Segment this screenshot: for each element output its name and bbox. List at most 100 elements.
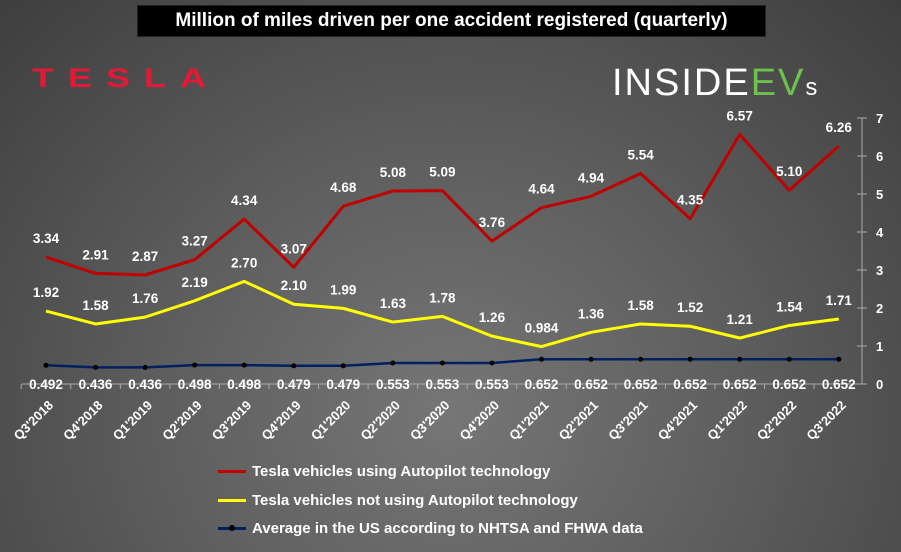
data-point xyxy=(588,356,594,362)
legend-swatch-blue xyxy=(218,524,246,531)
y-tick-label: 4 xyxy=(876,225,884,240)
data-label: 1.21 xyxy=(727,312,754,327)
data-label: 1.58 xyxy=(82,298,109,313)
data-point xyxy=(489,360,495,366)
data-label: 1.26 xyxy=(479,310,506,325)
data-label: 1.92 xyxy=(33,285,59,300)
x-tick-label: Q2'2019 xyxy=(159,398,205,444)
y-tick-label: 3 xyxy=(876,263,883,278)
x-tick-label: Q4'2020 xyxy=(457,398,503,444)
data-point xyxy=(439,360,445,366)
data-label: 5.09 xyxy=(429,165,455,180)
data-label: 1.58 xyxy=(627,298,654,313)
x-tick-label: Q1'2022 xyxy=(704,398,750,444)
x-tick-label: Q4'2018 xyxy=(60,398,106,444)
data-label: 5.10 xyxy=(776,164,802,179)
data-label: 2.87 xyxy=(132,249,158,264)
data-label: 4.64 xyxy=(528,182,555,197)
data-label: 0.479 xyxy=(326,377,360,392)
x-tick-label: Q2'2021 xyxy=(556,398,602,444)
y-tick-label: 7 xyxy=(876,111,883,126)
data-label: 1.78 xyxy=(429,290,456,305)
data-point xyxy=(340,363,346,369)
data-point xyxy=(737,356,743,362)
y-tick-label: 0 xyxy=(876,377,883,392)
data-label: 1.54 xyxy=(776,299,803,314)
y-tick-label: 6 xyxy=(876,149,883,164)
data-label: 0.652 xyxy=(525,377,559,392)
data-label: 4.34 xyxy=(231,193,258,208)
data-point xyxy=(93,364,99,370)
data-label: 0.553 xyxy=(475,377,509,392)
y-tick-label: 2 xyxy=(876,301,883,316)
data-point xyxy=(687,356,693,362)
data-label: 1.63 xyxy=(380,296,407,311)
data-label: 0.652 xyxy=(822,377,856,392)
legend-label: Tesla vehicles using Autopilot technolog… xyxy=(252,462,551,480)
x-tick-label: Q3'2020 xyxy=(407,398,453,444)
data-label: 0.652 xyxy=(673,377,707,392)
x-tick-label: Q4'2019 xyxy=(258,398,304,444)
data-label: 0.436 xyxy=(79,377,113,392)
data-label: 2.91 xyxy=(82,247,109,262)
series-line-0 xyxy=(45,132,840,277)
data-label: 2.70 xyxy=(231,255,257,270)
data-label: 4.35 xyxy=(677,193,704,208)
data-label: 0.652 xyxy=(772,377,806,392)
legend-swatch-red xyxy=(218,469,246,473)
data-label: 0.498 xyxy=(178,377,212,392)
data-label: 1.71 xyxy=(826,293,853,308)
data-point xyxy=(291,363,297,369)
data-label: 1.36 xyxy=(578,306,605,321)
data-label: 3.07 xyxy=(281,241,307,256)
data-label: 3.76 xyxy=(479,215,506,230)
data-label: 5.08 xyxy=(380,165,407,180)
data-label: 2.10 xyxy=(281,278,307,293)
data-label: 0.553 xyxy=(426,377,460,392)
legend-item-autopilot: Tesla vehicles using Autopilot technolog… xyxy=(218,461,550,481)
legend-label: Average in the US according to NHTSA and… xyxy=(252,519,643,537)
data-point xyxy=(539,356,544,362)
data-label: 0.553 xyxy=(376,377,410,392)
data-point xyxy=(390,360,396,366)
insideevs-logo: INSIDEEVs xyxy=(612,62,820,104)
x-tick-label: Q3'2021 xyxy=(605,398,651,444)
data-point xyxy=(142,364,148,370)
data-label: 0.984 xyxy=(525,321,559,336)
x-tick-label: Q1'2021 xyxy=(506,398,552,444)
data-label: 0.652 xyxy=(723,377,757,392)
data-label: 0.479 xyxy=(277,377,311,392)
x-tick-label: Q1'2020 xyxy=(308,398,354,444)
data-label: 0.492 xyxy=(29,377,63,392)
data-label: 1.52 xyxy=(677,300,703,315)
x-tick-label: Q1'2019 xyxy=(110,398,156,444)
chart-title: Million of miles driven per one accident… xyxy=(138,6,765,36)
data-label: 1.99 xyxy=(330,282,356,297)
x-tick-label: Q2'2020 xyxy=(357,398,403,444)
data-label: 3.27 xyxy=(182,234,208,249)
x-tick-label: Q4'2021 xyxy=(655,398,701,444)
data-label: 0.652 xyxy=(624,377,658,392)
y-tick-label: 1 xyxy=(876,339,883,354)
data-label: 0.498 xyxy=(227,377,261,392)
legend-item-us-average: Average in the US according to NHTSA and… xyxy=(218,518,643,538)
data-label: 1.76 xyxy=(132,291,159,306)
data-label: 4.68 xyxy=(330,180,357,195)
data-label: 3.34 xyxy=(33,231,60,246)
data-point xyxy=(836,356,842,362)
x-tick-label: Q3'2022 xyxy=(803,398,849,444)
data-point xyxy=(43,362,49,368)
x-tick-label: Q2'2022 xyxy=(754,398,800,444)
x-tick-label: Q3'2018 xyxy=(11,398,57,444)
data-label: 6.26 xyxy=(826,120,853,135)
legend-label: Tesla vehicles not using Autopilot techn… xyxy=(252,491,578,509)
data-point xyxy=(786,356,792,362)
data-label: 6.57 xyxy=(727,108,753,123)
data-point xyxy=(241,362,247,368)
data-label: 2.19 xyxy=(182,275,208,290)
data-point xyxy=(192,362,198,368)
data-label: 0.436 xyxy=(128,377,162,392)
legend-swatch-yellow xyxy=(218,498,246,502)
x-tick-label: Q3'2019 xyxy=(209,398,255,444)
